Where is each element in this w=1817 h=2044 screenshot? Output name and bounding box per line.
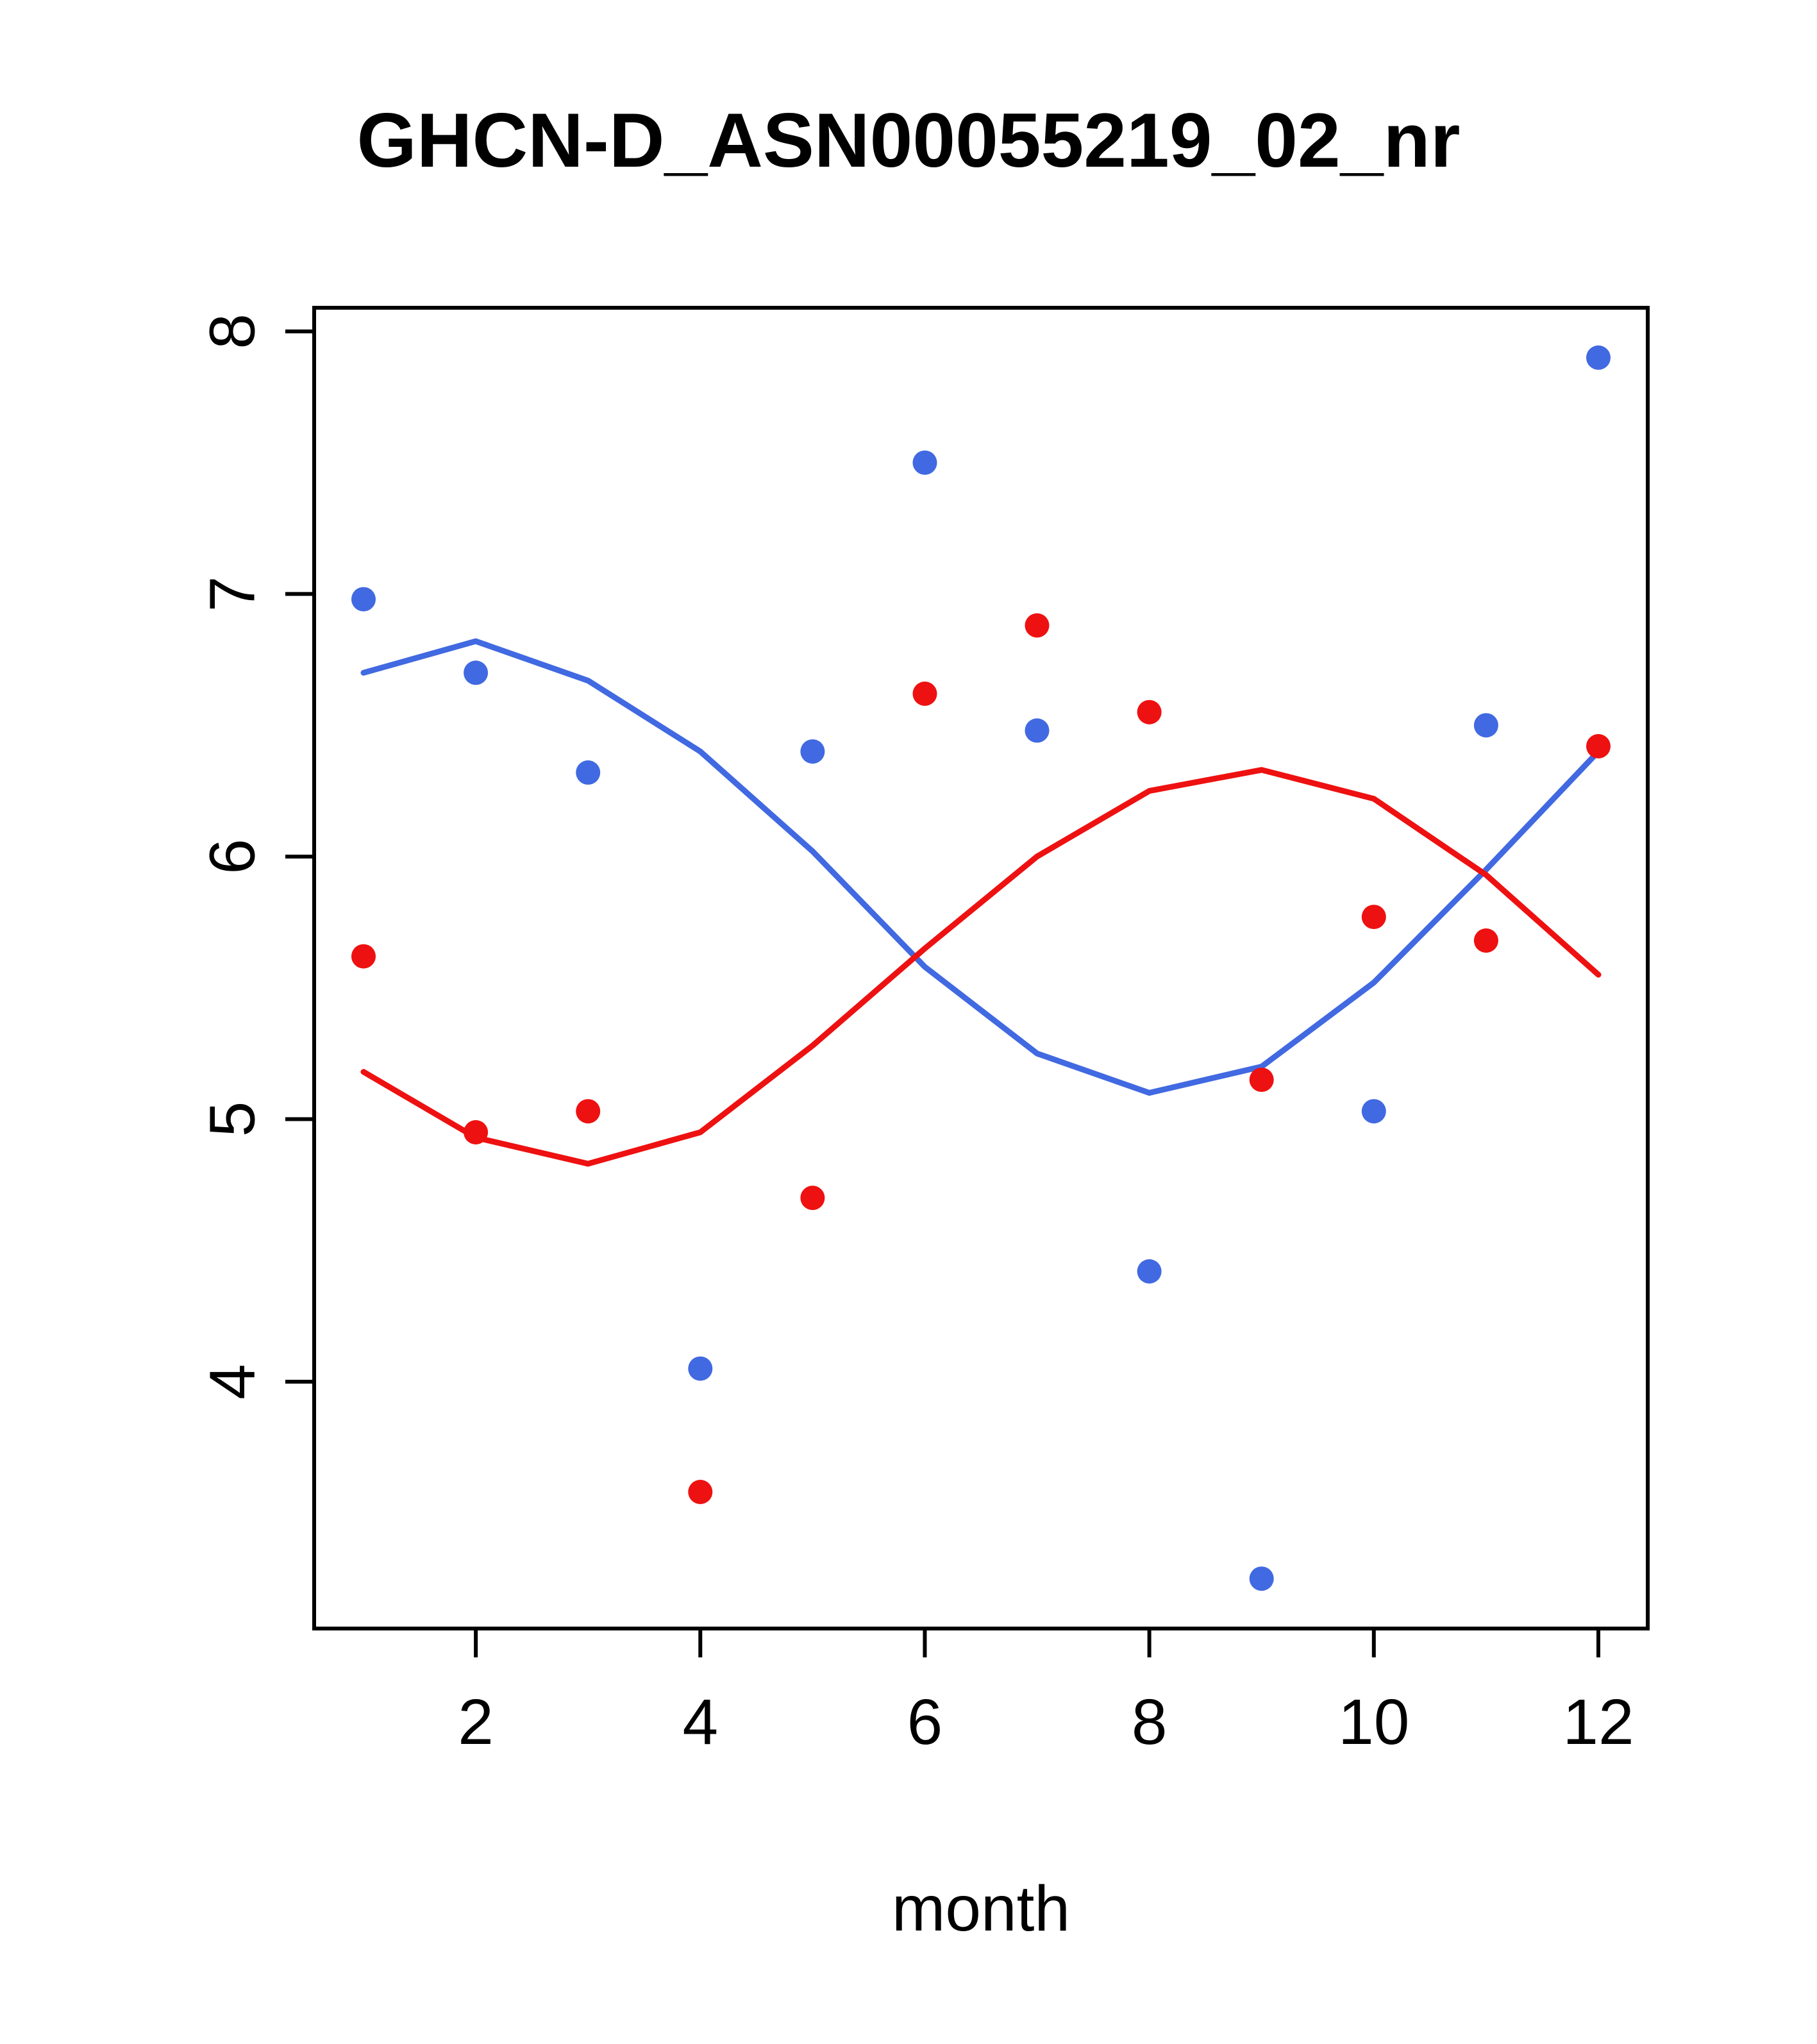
y-tick-label: 5 bbox=[196, 1102, 268, 1137]
red-points-point bbox=[688, 1480, 713, 1504]
y-tick-label: 8 bbox=[196, 314, 268, 349]
red-points-point bbox=[800, 1185, 825, 1210]
red-points-point bbox=[1473, 928, 1498, 953]
blue-points-point bbox=[576, 760, 601, 785]
x-tick-label: 4 bbox=[682, 1686, 718, 1758]
red-points-point bbox=[1137, 699, 1162, 725]
blue-points-point bbox=[1025, 718, 1050, 743]
blue-points-point bbox=[1361, 1099, 1386, 1124]
x-tick-label: 8 bbox=[1132, 1686, 1168, 1758]
x-tick-label: 10 bbox=[1338, 1686, 1409, 1758]
y-tick-label: 6 bbox=[196, 839, 268, 875]
y-tick-label: 7 bbox=[196, 576, 268, 612]
blue-points-point bbox=[1249, 1566, 1274, 1591]
red-points-point bbox=[351, 944, 376, 969]
x-tick-label: 6 bbox=[907, 1686, 943, 1758]
blue-points-point bbox=[1586, 345, 1611, 370]
blue-points-point bbox=[688, 1356, 713, 1381]
blue-points-point bbox=[1473, 713, 1498, 738]
red-points-point bbox=[1586, 733, 1611, 758]
blue-points-point bbox=[351, 587, 376, 612]
plot-box bbox=[312, 306, 1650, 1630]
red-points-point bbox=[912, 682, 937, 706]
red-points-point bbox=[1361, 905, 1386, 930]
red-points-point bbox=[1025, 613, 1050, 638]
blue-points-point bbox=[912, 450, 937, 475]
red-smooth-line bbox=[360, 767, 1602, 1167]
x-tick-label: 12 bbox=[1562, 1686, 1634, 1758]
x-axis-label: month bbox=[892, 1873, 1070, 1945]
y-tick-label: 4 bbox=[196, 1364, 268, 1400]
chart-title: GHCN-D_ASN00055219_02_nr bbox=[356, 97, 1461, 183]
red-points-point bbox=[1249, 1068, 1274, 1093]
red-points-point bbox=[576, 1099, 601, 1124]
blue-smooth-line bbox=[360, 638, 1602, 1096]
x-tick-label: 2 bbox=[458, 1686, 494, 1758]
blue-points-point bbox=[464, 660, 489, 685]
blue-points-point bbox=[1137, 1259, 1162, 1284]
red-points-point bbox=[464, 1120, 489, 1144]
blue-points-point bbox=[800, 739, 825, 764]
